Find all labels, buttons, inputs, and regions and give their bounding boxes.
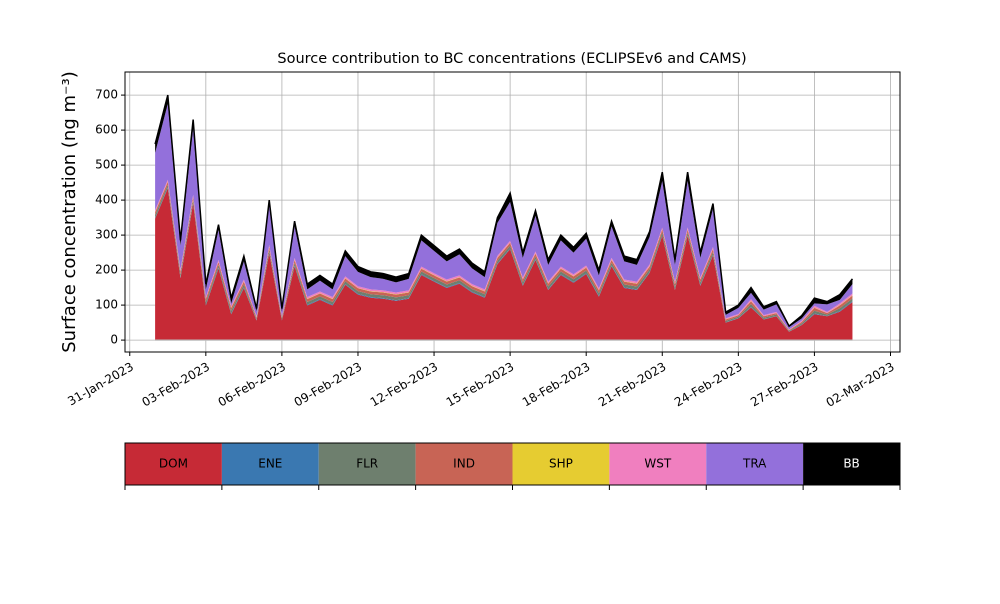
legend-label: TRA: [742, 457, 767, 471]
y-tick-label: 500: [95, 158, 118, 172]
legend-label: WST: [644, 457, 671, 471]
legend-frame: [124, 442, 901, 486]
x-tick-label: 21-Feb-2023: [596, 360, 669, 410]
y-tick-label: 300: [95, 228, 118, 242]
y-tick-label: 100: [95, 298, 118, 312]
x-tick-label: 27-Feb-2023: [748, 360, 821, 410]
legend-label: DOM: [159, 457, 188, 471]
legend-swatch: [803, 443, 900, 485]
legend-swatch: [706, 443, 804, 485]
area-bb: [155, 95, 853, 328]
x-tick-label: 24-Feb-2023: [672, 360, 745, 410]
legend-label: BB: [843, 457, 859, 471]
x-tick-label: 03-Feb-2023: [140, 360, 213, 410]
y-axis-label: Surface concentration (ng m⁻³): [59, 71, 80, 353]
legend-swatch: [221, 443, 319, 485]
legend-label: FLR: [356, 457, 378, 471]
x-tick-label: 18-Feb-2023: [520, 360, 593, 410]
y-tick-label: 600: [95, 123, 118, 137]
area-dom: [155, 188, 853, 341]
y-tick-label: 400: [95, 193, 118, 207]
x-tick-label: 12-Feb-2023: [368, 360, 441, 410]
x-tick-label: 02-Mar-2023: [824, 360, 897, 410]
x-tick-label: 15-Feb-2023: [444, 360, 517, 410]
legend-label: ENE: [258, 457, 282, 471]
x-tick-label: 09-Feb-2023: [292, 360, 365, 410]
legend-swatch: [512, 443, 610, 485]
y-tick-label: 700: [95, 88, 118, 102]
y-tick-label: 0: [110, 333, 118, 347]
y-tick-label: 200: [95, 263, 118, 277]
area-tra: [155, 103, 853, 330]
plot-frame: [124, 71, 901, 353]
chart-title: Source contribution to BC concentrations…: [277, 51, 746, 67]
legend-swatch: [609, 443, 707, 485]
legend-label: IND: [453, 457, 475, 471]
total-outline: [154, 94, 854, 328]
legend-swatch: [125, 443, 222, 485]
legend-swatch: [415, 443, 513, 485]
legend-swatch: [318, 443, 416, 485]
x-tick-label: 31-Jan-2023: [65, 360, 136, 409]
legend-label: SHP: [549, 457, 573, 471]
x-tick-label: 06-Feb-2023: [216, 360, 289, 410]
